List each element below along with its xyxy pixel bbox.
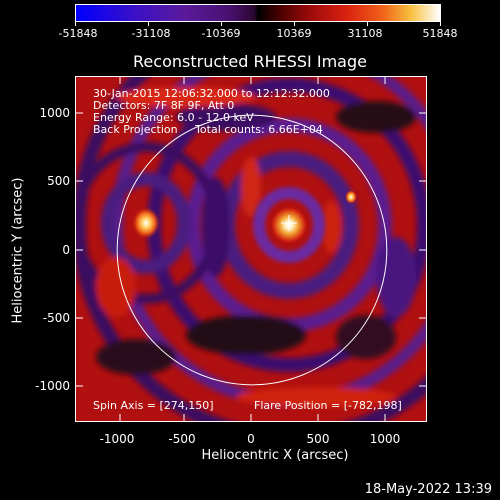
colorbar-tick-label: -31108 — [131, 27, 171, 40]
y-tick-label: 1000 — [39, 106, 70, 120]
spin-axis-label: Spin Axis = [274,150] — [93, 399, 214, 412]
solar-limb — [116, 114, 388, 386]
colorbar-tick-label: -10369 — [201, 27, 241, 40]
y-axis-label: Heliocentric Y (arcsec) — [10, 177, 26, 324]
x-tick-label: 1000 — [369, 432, 401, 446]
x-tick-label: 0 — [247, 432, 255, 446]
central-ring — [253, 187, 325, 263]
flare-source-left — [132, 207, 160, 239]
rhessi-image — [76, 77, 426, 421]
colorbar-tick-mark — [148, 22, 149, 26]
info-method-counts: Back Projection Total counts: 6.66E+04 — [93, 123, 323, 136]
y-tick-label: -500 — [42, 311, 70, 325]
flare-source-right — [345, 190, 357, 204]
info-detectors: Detectors: 7F 8F 9F, Att 0 — [93, 99, 235, 112]
x-tick-label: -500 — [168, 432, 196, 446]
flare-position-label: Flare Position = [-782,198] — [254, 399, 402, 412]
y-tick-label: -1000 — [35, 379, 70, 393]
colorbar-tick-mark — [75, 22, 76, 26]
colorbar-tick-label: 51848 — [422, 27, 458, 40]
x-axis-label: Heliocentric X (arcsec) — [201, 448, 349, 463]
colorbar-tick-label: -51848 — [58, 27, 98, 40]
colorbar-tick-label: 31108 — [347, 27, 383, 40]
x-tick-label: -1000 — [99, 432, 135, 446]
plot-area: 30-Jan-2015 12:06:32.000 to 12:12:32.000… — [75, 76, 427, 422]
timestamp: 18-May-2022 13:39 — [364, 482, 492, 497]
colorbar-tick-mark — [294, 22, 295, 26]
colorbar — [75, 4, 441, 22]
plot-title: Reconstructed RHESSI Image — [133, 52, 367, 71]
sidelobe-pattern — [76, 77, 426, 421]
info-energy-range: Energy Range: 6.0 - 12.0 keV — [93, 111, 254, 124]
y-tick-label: 0 — [62, 243, 70, 257]
x-tick-label: 500 — [306, 432, 330, 446]
colorbar-tick-mark — [440, 22, 441, 26]
y-tick-label: 500 — [47, 174, 70, 188]
info-time-range: 30-Jan-2015 12:06:32.000 to 12:12:32.000 — [93, 87, 330, 100]
colorbar-tick-mark — [367, 22, 368, 26]
colorbar-tick-mark — [221, 22, 222, 26]
colorbar-tick-label: 10369 — [276, 27, 312, 40]
